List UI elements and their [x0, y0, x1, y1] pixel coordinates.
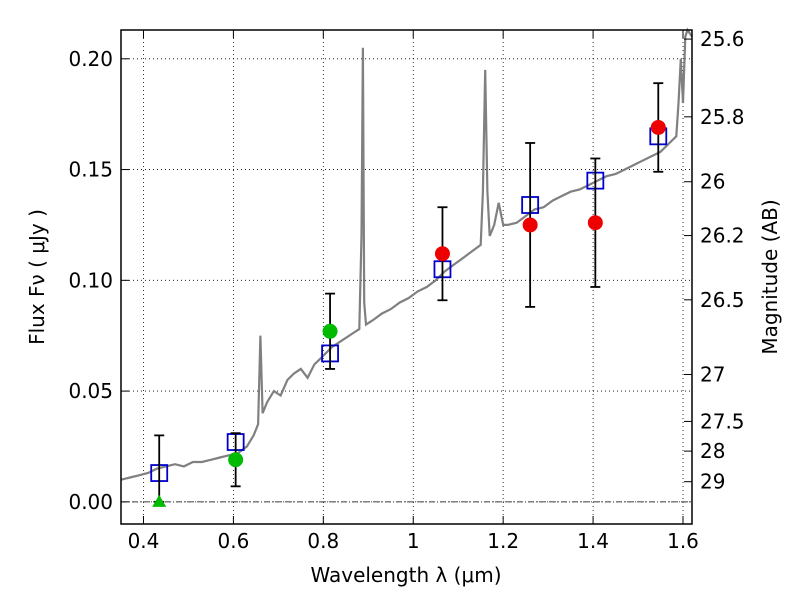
y-tick-label: 0.10: [68, 268, 113, 292]
x-tick-label: 1.4: [577, 529, 609, 553]
right-axis-label: Magnitude (AB): [758, 199, 782, 354]
observed-point-circle: [650, 119, 666, 135]
observed-point-circle: [228, 452, 244, 468]
x-tick-label: 1.2: [487, 529, 519, 553]
observed-point-circle: [434, 246, 450, 262]
x-tick-label: 1.6: [667, 529, 699, 553]
x-tick-label: 0.4: [128, 529, 160, 553]
observed-point-circle: [522, 217, 538, 233]
data-points: [150, 82, 668, 507]
spectrum-line: [120, 27, 693, 481]
y-tick-label: 0.00: [68, 490, 113, 514]
y-tick-label: 0.15: [68, 158, 113, 182]
right-tick-label: 27.5: [700, 409, 745, 433]
plot-frame: [120, 29, 693, 525]
y-tick-label: 0.05: [68, 379, 113, 403]
right-tick-label: 26.2: [700, 224, 745, 248]
grid-lines: [121, 30, 692, 524]
right-tick-label: 27: [700, 362, 725, 386]
observed-point-circle: [587, 215, 603, 231]
right-tick-label: 26.5: [700, 288, 745, 312]
axis-ticks: 0.4 0.6 0.8 1 1.2 1.4 1.6 0.00 0.05 0.10 0.15 0.20 2…: [68, 27, 744, 553]
right-tick-label: 28: [700, 439, 725, 463]
x-tick-label: 0.6: [217, 529, 249, 553]
right-tick-label: 26: [700, 170, 725, 194]
x-tick-label: 0.8: [307, 529, 339, 553]
y-tick-label: 0.20: [68, 47, 113, 71]
right-tick-label: 29: [700, 470, 725, 494]
upper-limit-triangle: [152, 494, 167, 507]
right-tick-label: 25.8: [700, 105, 745, 129]
x-tick-label: 1: [407, 529, 420, 553]
observed-point-circle: [322, 323, 338, 339]
model-spectrum: [120, 27, 693, 481]
y-axis-label: Flux Fν ( μJy ): [25, 209, 49, 345]
x-axis-label: Wavelength λ (μm): [310, 563, 501, 587]
right-tick-label: 25.6: [700, 27, 745, 51]
